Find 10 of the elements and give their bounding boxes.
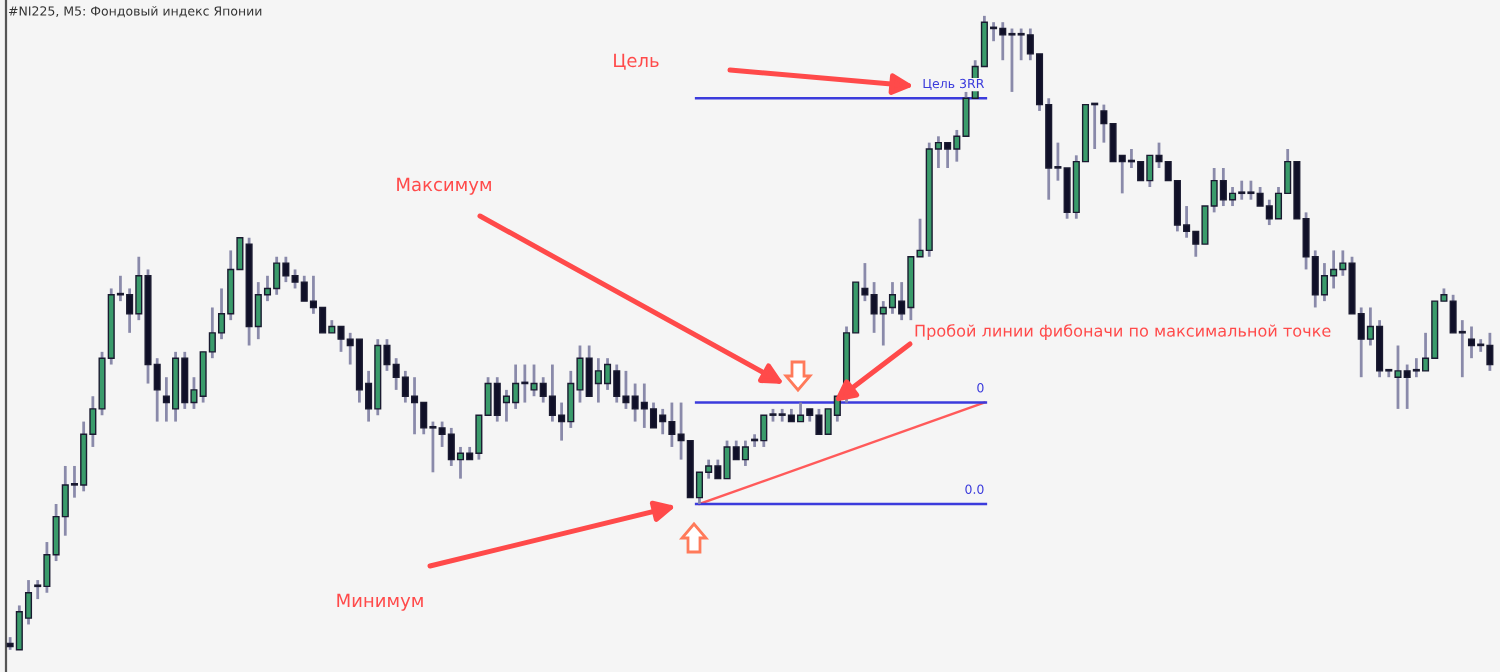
candlestick (410, 375, 419, 436)
annotation: Минимум (337, 593, 423, 611)
candlestick (741, 439, 749, 468)
annotation: Пробой линии фибоначи по максимальной точке (915, 324, 1331, 340)
candlestick (1228, 185, 1237, 208)
annotation: Максимум (397, 177, 491, 195)
candlestick (649, 401, 658, 430)
candlestick (1467, 325, 1476, 360)
annotation: Цель (614, 53, 659, 70)
candlestick (888, 280, 897, 316)
